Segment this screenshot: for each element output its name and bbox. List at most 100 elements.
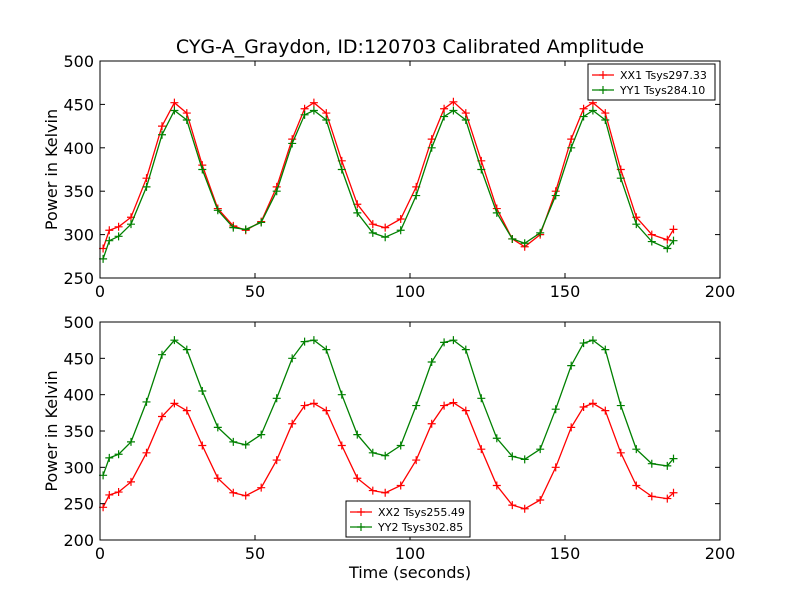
data-point — [105, 236, 114, 245]
data-point — [257, 430, 266, 439]
data-point — [477, 165, 486, 174]
legend: XX2 Tsys255.49 YY2 Tsys302.85 — [345, 500, 471, 538]
data-point — [427, 135, 436, 144]
legend-label: YY1 Tsys284.10 — [619, 84, 705, 97]
data-point — [127, 220, 135, 229]
chart-title: CYG-A_Graydon, ID:120703 Calibrated Ampl… — [176, 36, 644, 58]
data-point — [632, 220, 641, 229]
data-point — [170, 106, 179, 115]
data-point — [567, 135, 576, 144]
data-point — [492, 481, 501, 490]
data-point — [616, 401, 625, 410]
x-tick-label: 50 — [245, 282, 265, 301]
data-point — [520, 455, 529, 464]
data-point — [440, 338, 449, 347]
chart-panel-1: 0 50 100 150 200 250 300 350 400 450 500 Power in K… — [42, 52, 735, 301]
data-point — [396, 214, 405, 223]
data-point — [663, 494, 672, 503]
data-point — [257, 483, 266, 492]
data-point — [368, 486, 377, 495]
data-point — [300, 401, 309, 410]
data-point — [309, 98, 318, 107]
data-point — [257, 218, 266, 227]
y-tick-label: 300 — [63, 458, 94, 477]
data-point — [182, 109, 191, 118]
data-point — [337, 441, 346, 450]
x-tick-label: 200 — [705, 544, 736, 563]
legend-marker — [599, 86, 607, 94]
data-point — [158, 412, 166, 421]
data-point — [412, 456, 421, 465]
data-point — [588, 336, 597, 345]
data-point — [170, 98, 179, 107]
data-point — [213, 423, 222, 432]
data-point — [588, 399, 597, 408]
data-point — [322, 345, 331, 354]
data-point — [353, 430, 362, 439]
x-tick-label: 200 — [705, 282, 736, 301]
data-point — [567, 143, 576, 152]
data-point — [669, 225, 678, 234]
data-point — [198, 387, 207, 396]
data-point — [616, 174, 625, 183]
data-point — [288, 139, 297, 148]
data-point — [142, 397, 151, 406]
data-point — [669, 454, 678, 463]
data-point — [241, 440, 250, 449]
legend-marker — [599, 71, 607, 79]
data-point — [105, 490, 114, 499]
data-point — [449, 106, 458, 115]
data-point — [322, 406, 331, 415]
data-point — [647, 230, 656, 239]
x-tick-label: 150 — [550, 544, 581, 563]
data-point — [396, 226, 405, 235]
data-point — [241, 491, 250, 500]
y-tick-label: 400 — [63, 386, 94, 405]
data-point — [663, 461, 672, 470]
data-point — [588, 106, 597, 115]
x-tick-label: 0 — [95, 544, 105, 563]
data-point — [601, 345, 610, 354]
data-point — [449, 97, 458, 106]
y-tick-label: 500 — [63, 52, 94, 71]
data-point — [647, 459, 656, 468]
data-point — [288, 354, 297, 363]
data-point — [368, 448, 377, 457]
data-point — [632, 445, 641, 454]
data-point — [427, 419, 436, 428]
data-point — [114, 450, 123, 459]
data-point — [536, 228, 545, 237]
data-point — [114, 232, 123, 241]
data-point — [461, 116, 470, 125]
y-tick-label: 350 — [63, 422, 94, 441]
legend-label: XX1 Tsys297.33 — [620, 69, 707, 82]
legend-box — [345, 500, 471, 538]
data-point — [142, 448, 151, 457]
data-point — [579, 403, 588, 412]
data-point — [309, 106, 318, 115]
data-point — [127, 477, 135, 486]
y-tick-label: 250 — [63, 269, 94, 288]
data-point — [440, 104, 449, 113]
data-point — [322, 109, 331, 118]
data-point — [158, 130, 166, 139]
data-point — [632, 481, 641, 490]
data-point — [288, 419, 297, 428]
data-point — [669, 236, 678, 245]
data-point — [663, 235, 672, 244]
data-point — [272, 456, 281, 465]
legend-marker — [357, 523, 365, 531]
data-point — [551, 191, 560, 200]
data-point — [158, 350, 166, 359]
legend: XX1 Tsys297.33 YY1 Tsys284.10 — [587, 63, 716, 101]
data-point — [616, 448, 625, 457]
data-point — [381, 233, 390, 242]
data-point — [647, 237, 656, 246]
data-point — [440, 112, 449, 121]
data-point — [601, 116, 610, 125]
legend-label: XX2 Tsys255.49 — [378, 506, 465, 519]
data-point — [213, 206, 222, 215]
data-point — [508, 234, 517, 243]
